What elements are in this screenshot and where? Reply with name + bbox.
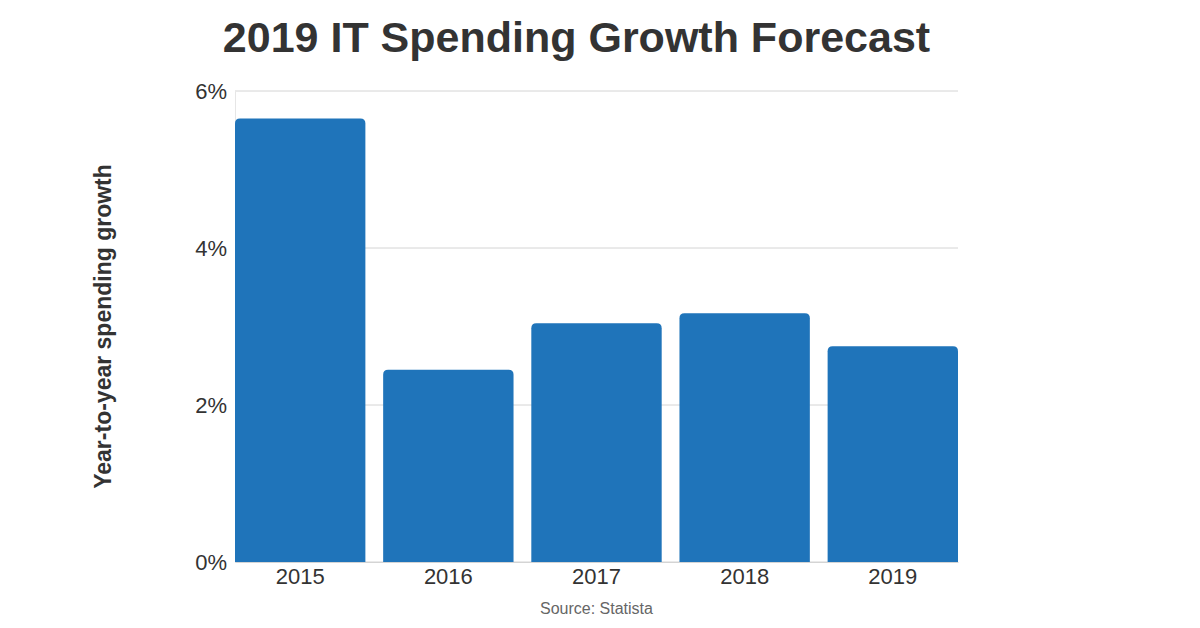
x-tick-label: 2019 [868,564,917,589]
title: 2019 IT Spending Growth Forecast [223,13,930,61]
x-tick-label: 2015 [276,564,325,589]
y-tick: 0% [195,550,235,575]
bars [235,118,958,562]
chart: 0% 2% 4% 6% 2015 2016 2017 2018 2019 2019 IT Spen… [0,0,1200,628]
y-tick: 6% [195,79,235,104]
y-tick: 4% [195,236,235,261]
grid [235,91,958,562]
bar [235,118,365,562]
x-tick: 2019 [868,562,917,589]
y-tick-label: 0% [195,550,227,575]
y-tick-label: 2% [195,393,227,418]
x-tick-label: 2016 [424,564,473,589]
x-tick-label: 2018 [720,564,769,589]
bar [383,370,513,562]
x-tick: 2016 [424,562,473,589]
y-tick-label: 6% [195,79,227,104]
x-tick-label: 2017 [572,564,621,589]
bar [531,323,661,562]
x-tick: 2018 [720,562,769,589]
x-tick: 2015 [276,562,325,589]
y-tick-label: 4% [195,236,227,261]
y-axis-title: Year-to-year spending growth [90,164,116,489]
bar [679,313,809,562]
bar [828,346,958,562]
x-axis: 2015 2016 2017 2018 2019 [236,562,959,589]
y-tick: 2% [195,393,235,418]
source: Source: Statista [540,600,653,617]
x-tick: 2017 [572,562,621,589]
grid-line [235,91,958,92]
y-axis: 0% 2% 4% 6% [195,79,235,575]
